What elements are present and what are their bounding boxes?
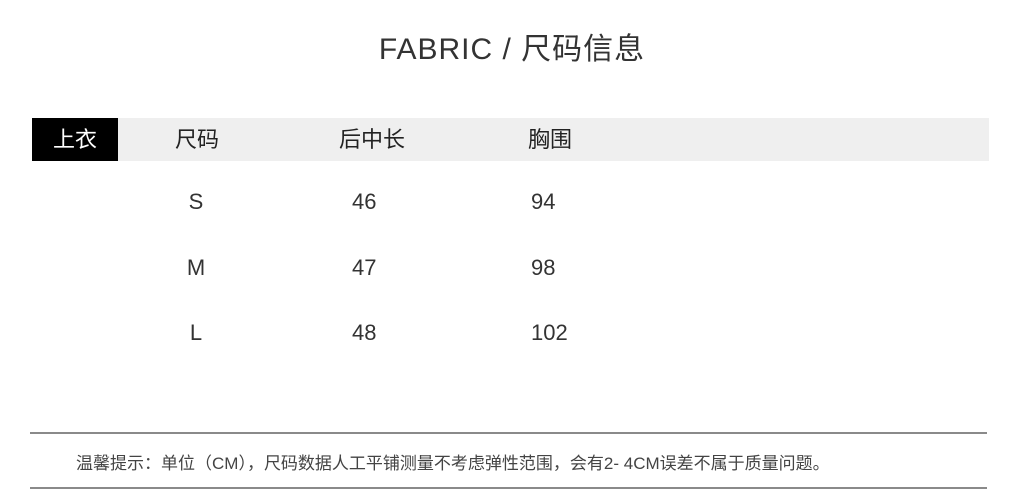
table-row: L 48 102 — [0, 318, 1024, 348]
header-chest: 胸围 — [527, 127, 573, 152]
back-length-cell: 47 — [352, 255, 377, 280]
size-note: 温馨提示：单位（CM），尺码数据人工平铺测量不考虑弹性范围，会有2- 4CM误差… — [76, 454, 830, 473]
divider-top — [30, 432, 987, 434]
table-row: M 47 98 — [0, 253, 1024, 283]
header-size: 尺码 — [174, 127, 220, 152]
category-tag: 上衣 — [32, 118, 118, 161]
table-row: S 46 94 — [0, 187, 1024, 217]
back-length-cell: 46 — [352, 189, 377, 214]
size-cell: S — [188, 189, 204, 214]
size-cell: M — [186, 255, 206, 280]
chest-cell: 102 — [531, 320, 568, 345]
back-length-cell: 48 — [352, 320, 377, 345]
chest-cell: 98 — [531, 255, 556, 280]
page-title: FABRIC / 尺码信息 — [378, 33, 646, 66]
table-header: 上衣 尺码 后中长 胸围 — [32, 118, 989, 161]
header-back-length: 后中长 — [338, 127, 406, 152]
divider-bottom — [30, 487, 987, 489]
chest-cell: 94 — [531, 189, 556, 214]
size-cell: L — [189, 320, 203, 345]
